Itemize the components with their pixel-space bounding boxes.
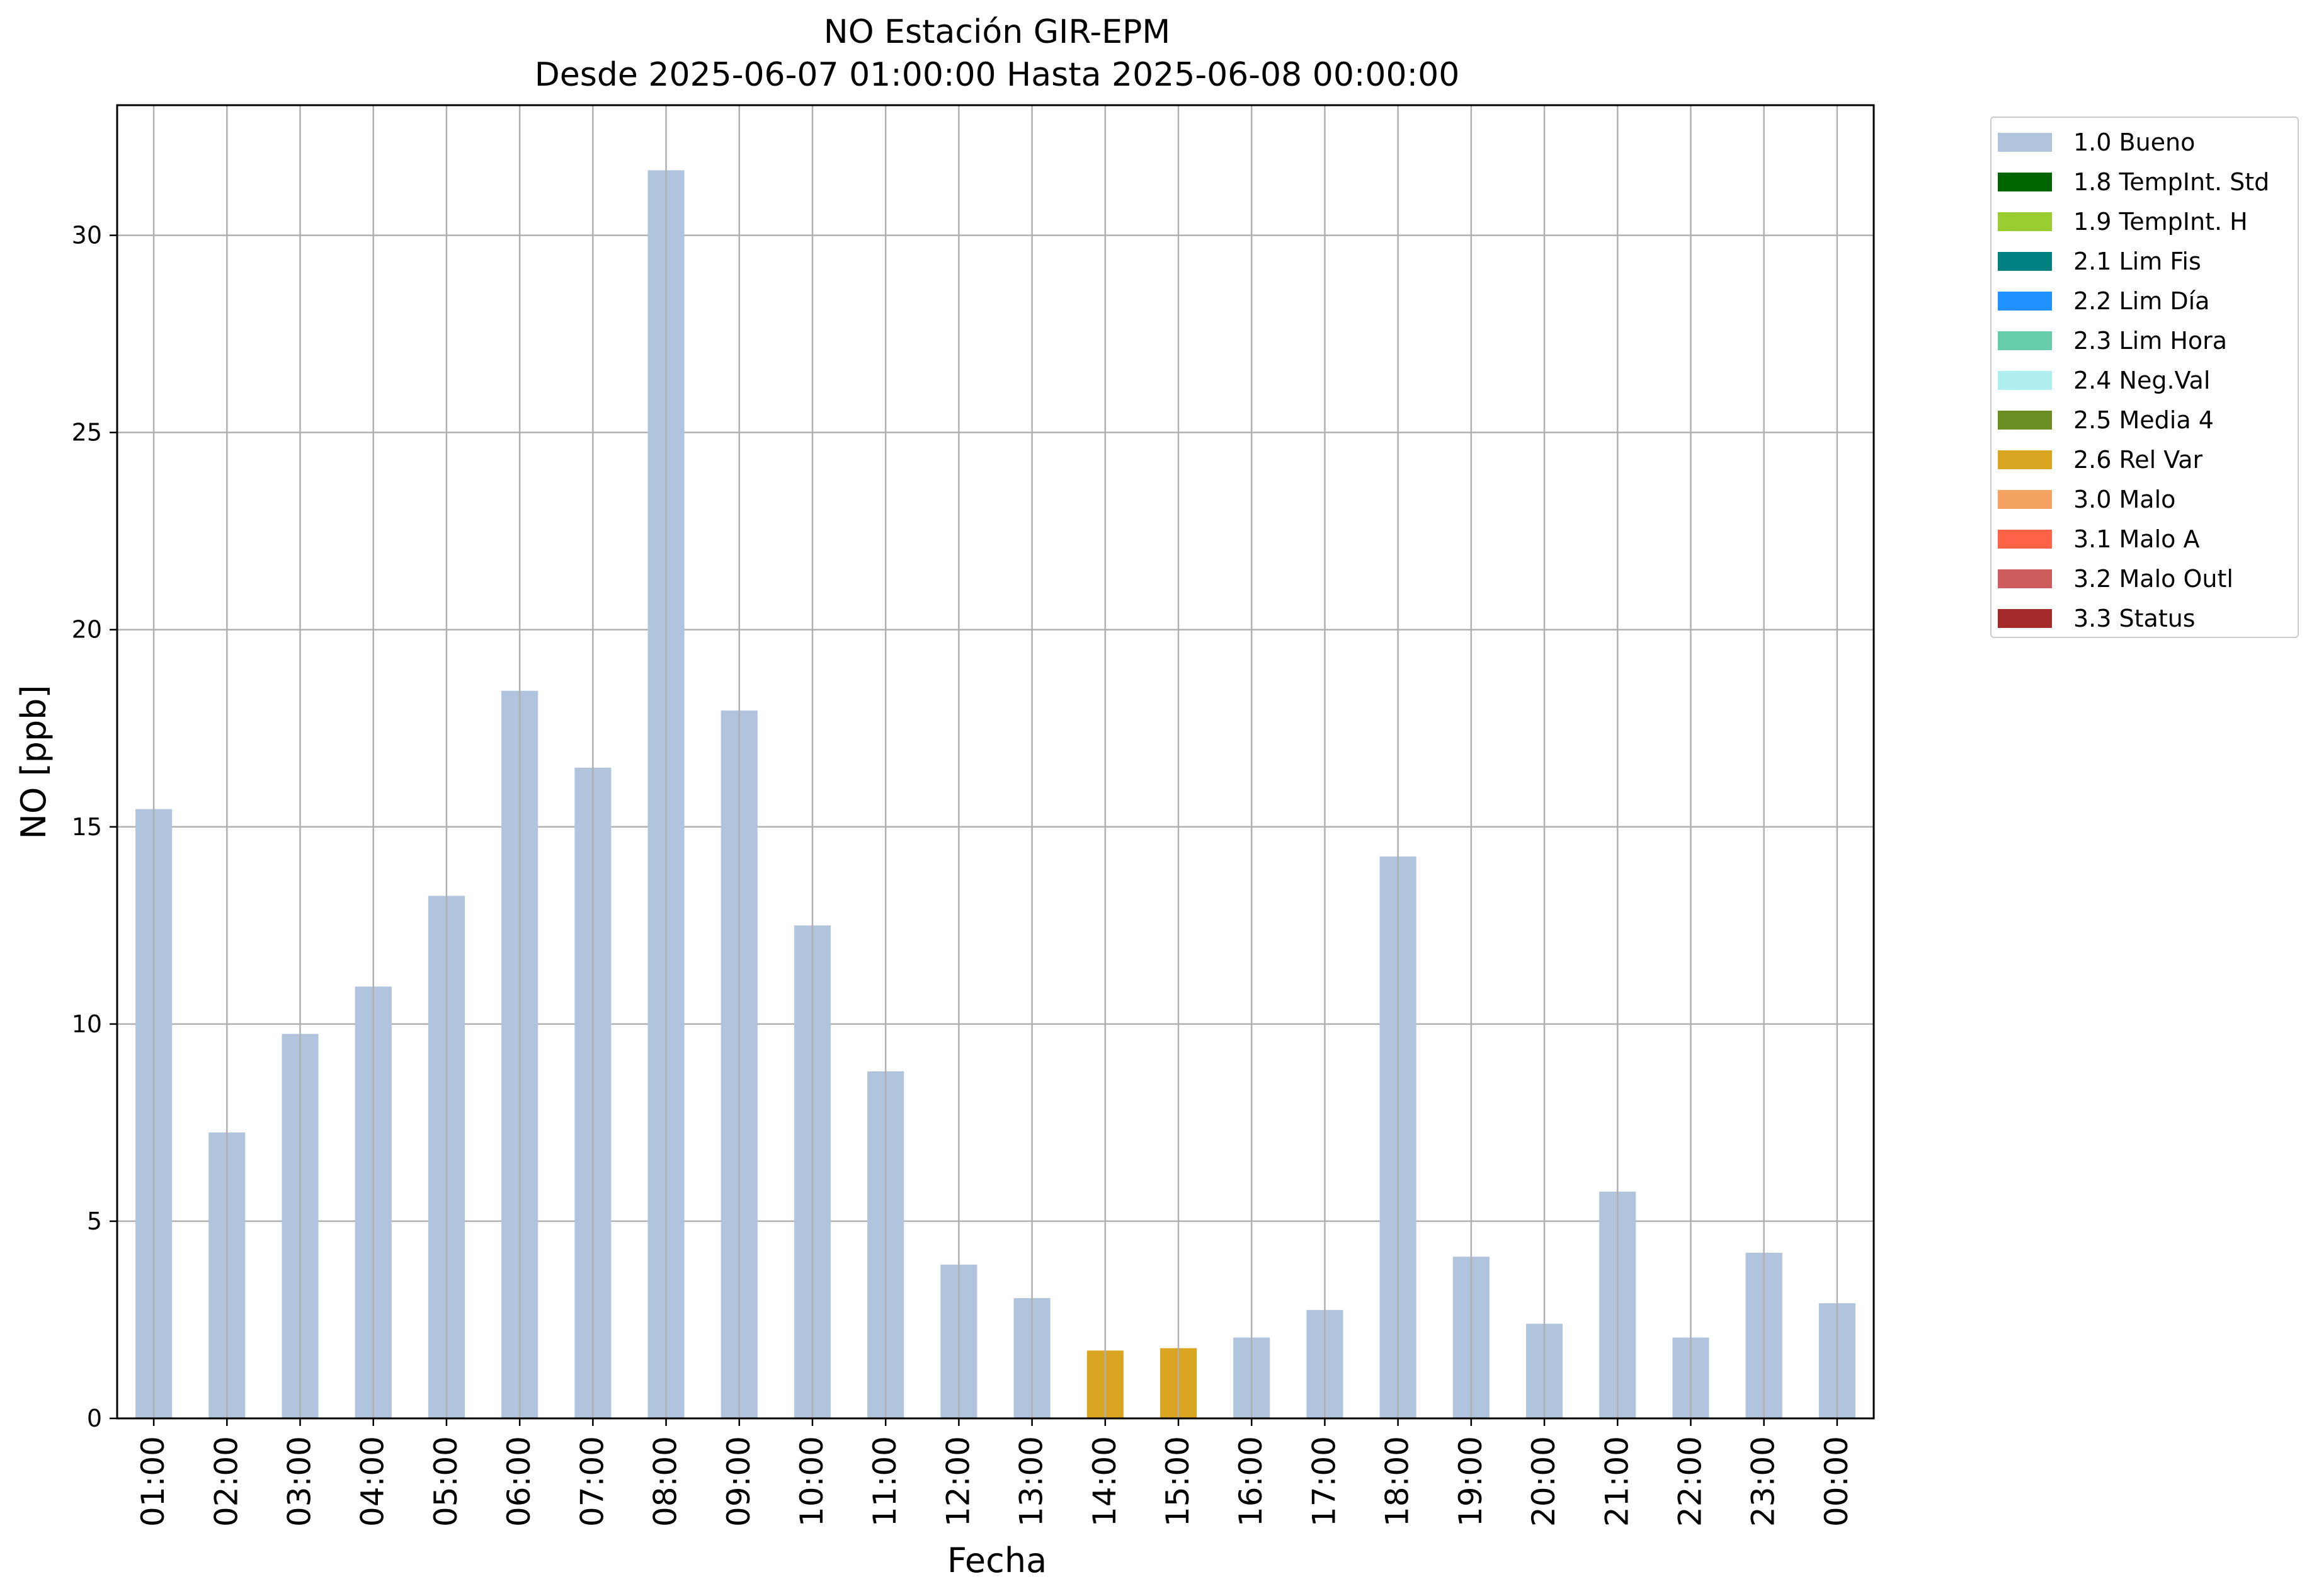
legend-label: 2.6 Rel Var: [2073, 446, 2203, 474]
x-tick-label: 21:00: [1598, 1436, 1635, 1527]
y-tick-label: 10: [72, 1010, 102, 1038]
legend-swatch: [1998, 212, 2052, 231]
y-tick-label: 30: [72, 222, 102, 249]
legend-swatch: [1998, 569, 2052, 588]
y-axis-ticks: 0 5 10 15 20 25 30: [72, 222, 117, 1432]
y-tick-label: 20: [72, 616, 102, 644]
x-tick-label: 22:00: [1672, 1436, 1708, 1527]
legend-label: 1.8 TempInt. Std: [2073, 168, 2270, 196]
legend-swatch: [1998, 609, 2052, 628]
legend-swatch: [1998, 331, 2052, 350]
legend-label: 3.3 Status: [2073, 605, 2196, 632]
y-axis-label: NO [ppb]: [14, 685, 54, 839]
plot-frame: [116, 104, 1875, 1420]
legend-label: 2.2 Lim Día: [2073, 287, 2210, 315]
x-tick-label: 10:00: [794, 1436, 830, 1527]
x-axis-label: Fecha: [947, 1541, 1047, 1580]
legend: 1.0 Bueno 1.8 TempInt. Std 1.9 TempInt. H 2…: [1990, 117, 2299, 638]
x-axis-ticks: 01:00 02:00 03:00 04:00 05:00 06:00 07:00 08:00…: [135, 1418, 1855, 1527]
x-tick-label: 07:00: [574, 1436, 610, 1527]
y-tick-label: 5: [87, 1207, 102, 1235]
x-tick-label: 19:00: [1452, 1436, 1489, 1527]
legend-label: 2.5 Media 4: [2073, 406, 2214, 434]
legend-item: 2.4 Neg.Val: [1998, 365, 2210, 396]
x-tick-label: 00:00: [1818, 1436, 1855, 1527]
x-tick-label: 13:00: [1013, 1436, 1050, 1527]
legend-swatch: [1998, 450, 2052, 469]
legend-swatch: [1998, 252, 2052, 271]
legend-item: 1.9 TempInt. H: [1998, 206, 2248, 237]
x-tick-label: 18:00: [1379, 1436, 1416, 1527]
legend-label: 2.4 Neg.Val: [2073, 367, 2211, 394]
x-tick-label: 17:00: [1306, 1436, 1342, 1527]
legend-item: 3.0 Malo: [1998, 484, 2175, 515]
legend-label: 2.1 Lim Fis: [2073, 248, 2201, 275]
grid-lines: [117, 234, 1874, 1420]
x-tick-label: 12:00: [940, 1436, 976, 1527]
x-tick-label: 14:00: [1086, 1436, 1123, 1527]
legend-label: 1.9 TempInt. H: [2073, 208, 2248, 236]
x-tick-label: 15:00: [1160, 1436, 1196, 1527]
legend-item: 3.3 Status: [1998, 603, 2196, 634]
legend-item: 2.1 Lim Fis: [1998, 246, 2201, 277]
x-tick-label: 20:00: [1525, 1436, 1562, 1527]
legend-swatch: [1998, 411, 2052, 430]
x-tick-label: 06:00: [501, 1436, 537, 1527]
legend-swatch: [1998, 173, 2052, 191]
x-tick-label: 16:00: [1233, 1436, 1269, 1527]
legend-item: 2.6 Rel Var: [1998, 444, 2202, 476]
legend-item: 2.5 Media 4: [1998, 404, 2214, 436]
legend-label: 3.0 Malo: [2073, 486, 2176, 513]
legend-label: 1.0 Bueno: [2073, 128, 2196, 156]
x-tick-label: 01:00: [135, 1436, 171, 1527]
x-tick-label: 09:00: [721, 1436, 757, 1527]
legend-item: 3.2 Malo Outl: [1998, 563, 2233, 595]
legend-swatch: [1998, 371, 2052, 390]
legend-swatch: [1998, 490, 2052, 509]
legend-label: 2.3 Lim Hora: [2073, 327, 2228, 355]
y-tick-label: 25: [72, 419, 102, 447]
y-tick-label: 0: [87, 1405, 102, 1432]
vertical-grid-overlay: [152, 105, 1838, 1418]
x-tick-label: 08:00: [647, 1436, 684, 1527]
legend-label: 3.2 Malo Outl: [2073, 565, 2233, 593]
legend-swatch: [1998, 292, 2052, 311]
legend-item: 1.0 Bueno: [1998, 127, 2195, 158]
chart-subtitle: Desde 2025-06-07 01:00:00 Hasta 2025-06-…: [535, 56, 1460, 94]
x-tick-label: 04:00: [355, 1436, 391, 1527]
x-tick-label: 23:00: [1745, 1436, 1782, 1527]
legend-item: 2.2 Lim Día: [1998, 285, 2209, 317]
x-tick-label: 02:00: [208, 1436, 244, 1527]
x-tick-label: 11:00: [867, 1436, 903, 1527]
legend-swatch: [1998, 530, 2052, 549]
legend-item: 1.8 TempInt. Std: [1998, 166, 2269, 198]
legend-label: 3.1 Malo A: [2073, 525, 2200, 553]
legend-item: 2.3 Lim Hora: [1998, 325, 2227, 356]
bars: [135, 170, 1855, 1419]
y-tick-label: 15: [72, 813, 102, 841]
legend-swatch: [1998, 133, 2052, 152]
x-tick-label: 05:00: [428, 1436, 464, 1527]
chart-title: NO Estación GIR-EPM: [824, 13, 1170, 51]
x-tick-label: 03:00: [282, 1436, 318, 1527]
legend-item: 3.1 Malo A: [1998, 523, 2199, 555]
